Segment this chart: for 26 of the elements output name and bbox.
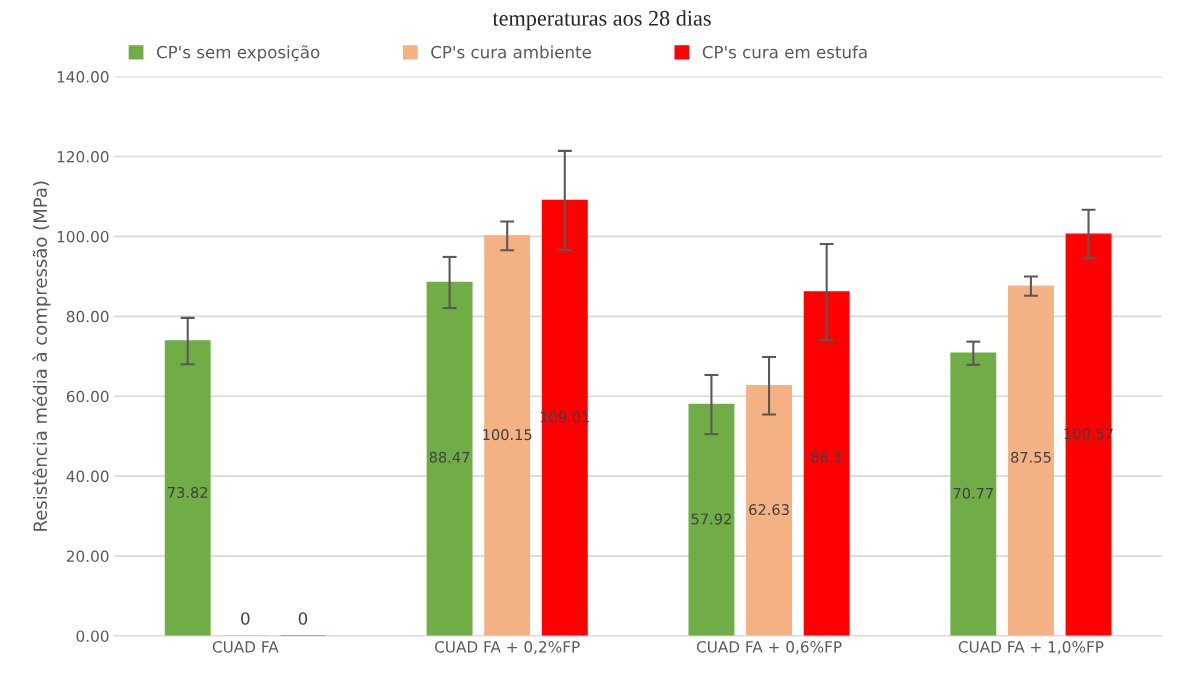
- chart-title: temperaturas aos 28 dias: [492, 10, 711, 31]
- y-tick-label: 140.00: [57, 71, 109, 83]
- data-label: 0: [241, 612, 250, 625]
- x-tick-label: CUAD FA + 1,0%FP: [958, 641, 1104, 655]
- y-tick-label: 100.00: [57, 230, 109, 243]
- y-axis-title: Resistência média à compressão (MPa): [32, 181, 51, 531]
- data-label: 88.47: [429, 451, 470, 463]
- y-tick-label: 0.00: [76, 630, 109, 642]
- data-label: 73.82: [168, 486, 208, 498]
- y-tick-label: 60.00: [66, 390, 109, 403]
- data-label: 62.63: [749, 504, 789, 516]
- data-label: 86.1: [811, 451, 842, 463]
- data-label: 70.77: [953, 487, 993, 499]
- data-label: 57.92: [691, 513, 731, 525]
- y-tick-label: 40.00: [66, 470, 109, 483]
- y-tick-label: 120.00: [57, 150, 109, 163]
- legend-label: CP's cura ambiente: [431, 45, 591, 59]
- y-tick-label: 20.00: [66, 550, 109, 563]
- legend-label: CP's sem exposição: [156, 45, 320, 62]
- data-label: 87.55: [1011, 451, 1051, 463]
- y-tick-label: 80.00: [66, 310, 109, 323]
- data-label: 0: [298, 612, 308, 625]
- x-tick-label: CUAD FA: [212, 641, 279, 653]
- x-tick-label: CUAD FA + 0,6%FP: [696, 641, 842, 655]
- x-tick-label: CUAD FA + 0,2%FP: [435, 641, 580, 655]
- legend-label: CP's cura em estufa: [702, 45, 867, 59]
